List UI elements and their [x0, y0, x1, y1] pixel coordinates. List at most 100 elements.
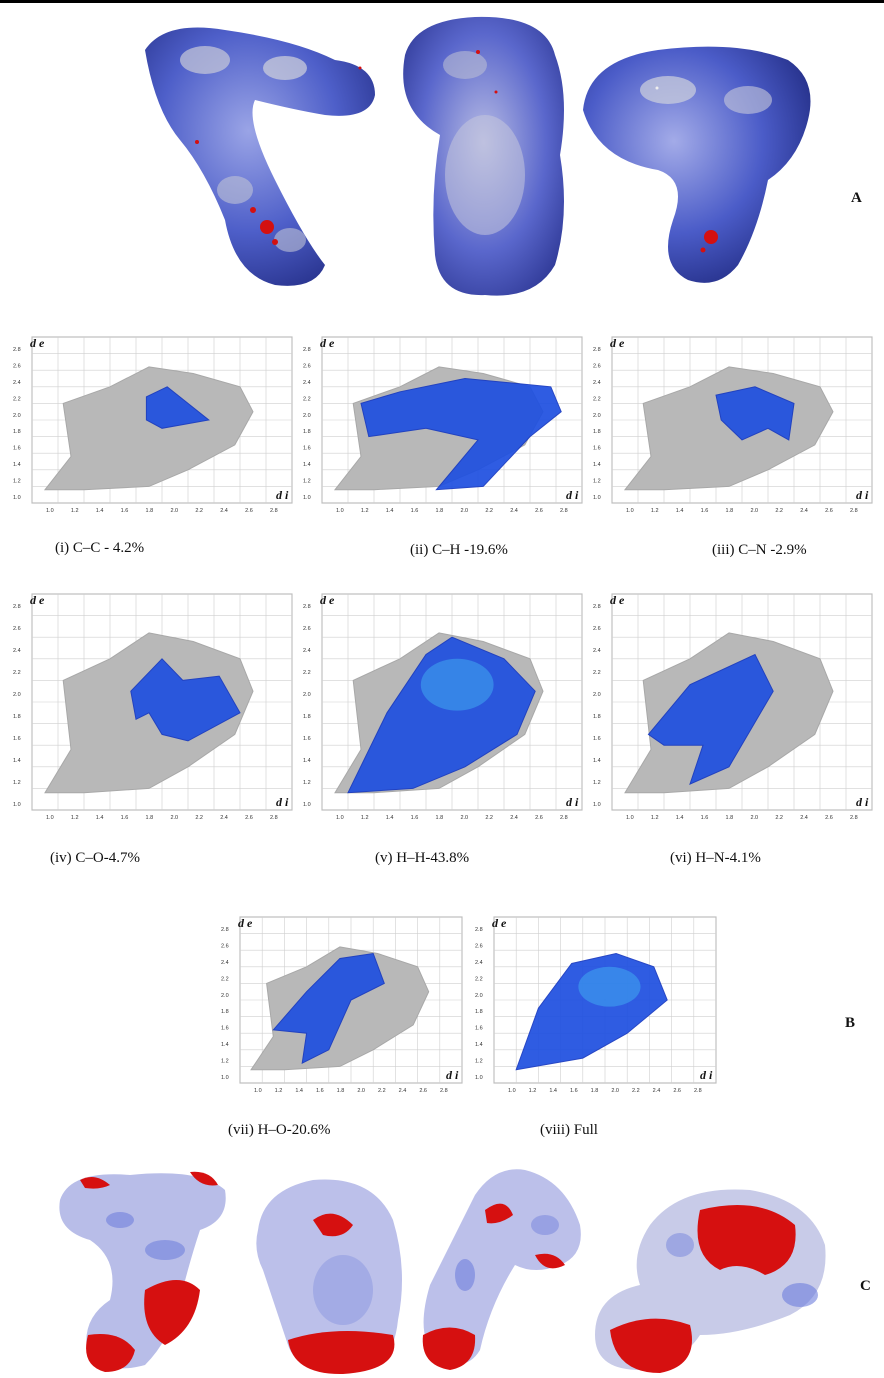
x-tick-label: 1.8	[591, 1088, 599, 1094]
x-tick-label: 2.0	[750, 508, 758, 514]
x-axis-label: d i	[446, 1068, 459, 1082]
blue-cloud	[360, 377, 562, 491]
y-tick-label: 1.4	[13, 758, 21, 764]
fingerprint-plot-ho: 2.8 2.6 2.4 2.2 2.0 1.8 1.6 1.4 1.2 1.0 1.0 1.2 1.4 1…	[221, 916, 463, 1094]
y-tick-label: 2.4	[593, 380, 601, 386]
fingerprint-plot-hn: 2.8 2.6 2.4 2.2 2.0 1.8 1.6 1.4 1.2 1.0 1.0 1.2 1.4 1…	[593, 593, 873, 821]
blue-cloud	[272, 952, 385, 1064]
y-tick-label: 2.4	[475, 960, 483, 966]
y-tick-label: 1.0	[13, 802, 21, 808]
y-tick-label: 1.4	[593, 462, 601, 468]
y-tick-label: 1.2	[13, 780, 21, 786]
x-tick-label: 2.6	[419, 1088, 427, 1094]
x-tick-label: 1.0	[626, 815, 634, 821]
y-tick-label: 1.8	[13, 429, 21, 435]
x-axis-label: d i	[856, 488, 869, 502]
x-tick-label: 2.2	[632, 1088, 640, 1094]
x-tick-label: 2.8	[850, 815, 858, 821]
y-tick-label: 2.4	[13, 648, 21, 654]
caption-ho: (vii) H–O-20.6%	[228, 1122, 331, 1138]
x-axis-label: d i	[700, 1068, 713, 1082]
y-tick-label: 2.8	[593, 604, 601, 610]
x-tick-label: 1.0	[336, 815, 344, 821]
y-tick-label: 1.2	[303, 479, 311, 485]
blue-cloud	[145, 386, 210, 429]
x-tick-label: 2.4	[510, 508, 518, 514]
x-tick-label: 1.0	[626, 508, 634, 514]
x-tick-label: 1.4	[96, 815, 104, 821]
y-tick-label: 2.8	[593, 347, 601, 353]
y-tick-label: 1.0	[13, 495, 21, 501]
x-tick-label: 2.8	[270, 508, 278, 514]
y-tick-label: 1.6	[13, 446, 21, 452]
y-tick-label: 2.6	[13, 626, 21, 632]
y-tick-label: 2.6	[303, 363, 311, 369]
caption-full: (viii) Full	[540, 1122, 598, 1138]
y-tick-label: 2.2	[593, 670, 601, 676]
x-tick-label: 1.6	[121, 815, 129, 821]
x-tick-label: 1.2	[361, 508, 369, 514]
panel-label-c: C	[860, 1278, 871, 1294]
x-tick-label: 1.4	[676, 815, 684, 821]
x-tick-label: 1.8	[436, 815, 444, 821]
y-tick-label: 1.8	[221, 1009, 229, 1015]
x-tick-label: 1.4	[96, 508, 104, 514]
y-tick-label: 1.4	[593, 758, 601, 764]
x-tick-label: 2.0	[460, 508, 468, 514]
x-tick-label: 1.8	[337, 1088, 345, 1094]
caption-co: (iv) C–O-4.7%	[50, 850, 140, 866]
y-tick-label: 1.4	[13, 462, 21, 468]
x-tick-label: 2.6	[825, 508, 833, 514]
caption-hh: (v) H–H-43.8%	[375, 850, 470, 866]
blue-cloud	[130, 658, 241, 742]
y-tick-label: 1.2	[13, 479, 21, 485]
y-tick-label: 2.2	[13, 670, 21, 676]
caption-hn: (vi) H–N-4.1%	[670, 850, 761, 866]
y-tick-label: 1.4	[221, 1042, 229, 1048]
y-tick-label: 1.4	[303, 758, 311, 764]
y-tick-label: 1.0	[593, 495, 601, 501]
y-tick-label: 2.4	[593, 648, 601, 654]
x-tick-label: 1.8	[726, 815, 734, 821]
caption-ch: (ii) C–H -19.6%	[410, 542, 508, 558]
x-tick-label: 2.6	[673, 1088, 681, 1094]
y-tick-label: 2.8	[13, 604, 21, 610]
hirshfeld-surface-a1	[145, 27, 375, 286]
x-tick-label: 2.2	[378, 1088, 386, 1094]
x-tick-label: 1.8	[146, 508, 154, 514]
x-tick-label: 1.2	[651, 508, 659, 514]
x-axis-label: d i	[566, 488, 579, 502]
y-axis-label: d e	[610, 336, 625, 350]
y-tick-label: 2.4	[303, 648, 311, 654]
x-tick-label: 1.4	[295, 1088, 303, 1094]
y-tick-label: 1.8	[13, 714, 21, 720]
y-axis-label: d e	[320, 336, 335, 350]
x-tick-label: 2.2	[195, 815, 203, 821]
x-tick-label: 1.0	[336, 508, 344, 514]
blue-cloud	[647, 653, 774, 786]
x-tick-label: 1.6	[316, 1088, 324, 1094]
x-tick-label: 2.6	[245, 508, 253, 514]
panel-label-b: B	[845, 1015, 856, 1031]
x-tick-label: 1.6	[121, 508, 129, 514]
x-tick-label: 2.6	[535, 815, 543, 821]
x-axis-label: d i	[276, 795, 289, 809]
y-tick-label: 2.0	[13, 413, 21, 419]
y-tick-label: 1.8	[593, 714, 601, 720]
x-tick-label: 2.0	[460, 815, 468, 821]
x-tick-label: 2.2	[775, 508, 783, 514]
x-tick-label: 1.2	[275, 1088, 283, 1094]
x-tick-label: 1.4	[676, 508, 684, 514]
y-axis-label: d e	[610, 593, 625, 607]
x-tick-label: 1.0	[46, 508, 54, 514]
x-tick-label: 1.6	[701, 508, 709, 514]
top-rule	[0, 0, 884, 3]
x-tick-label: 2.8	[694, 1088, 702, 1094]
x-tick-label: 1.2	[361, 815, 369, 821]
y-tick-label: 2.8	[475, 927, 483, 933]
fingerprint-plot-full: 2.8 2.6 2.4 2.2 2.0 1.8 1.6 1.4 1.2 1.0 1.0 1.2 1.4 1…	[475, 916, 717, 1094]
fingerprint-plot-hh: 2.8 2.6 2.4 2.2 2.0 1.8 1.6 1.4 1.2 1.0 1.0 1.2 1.4 1…	[303, 593, 583, 821]
shape-surface-c4	[595, 1189, 826, 1373]
x-tick-label: 2.2	[775, 815, 783, 821]
x-tick-label: 1.6	[570, 1088, 578, 1094]
